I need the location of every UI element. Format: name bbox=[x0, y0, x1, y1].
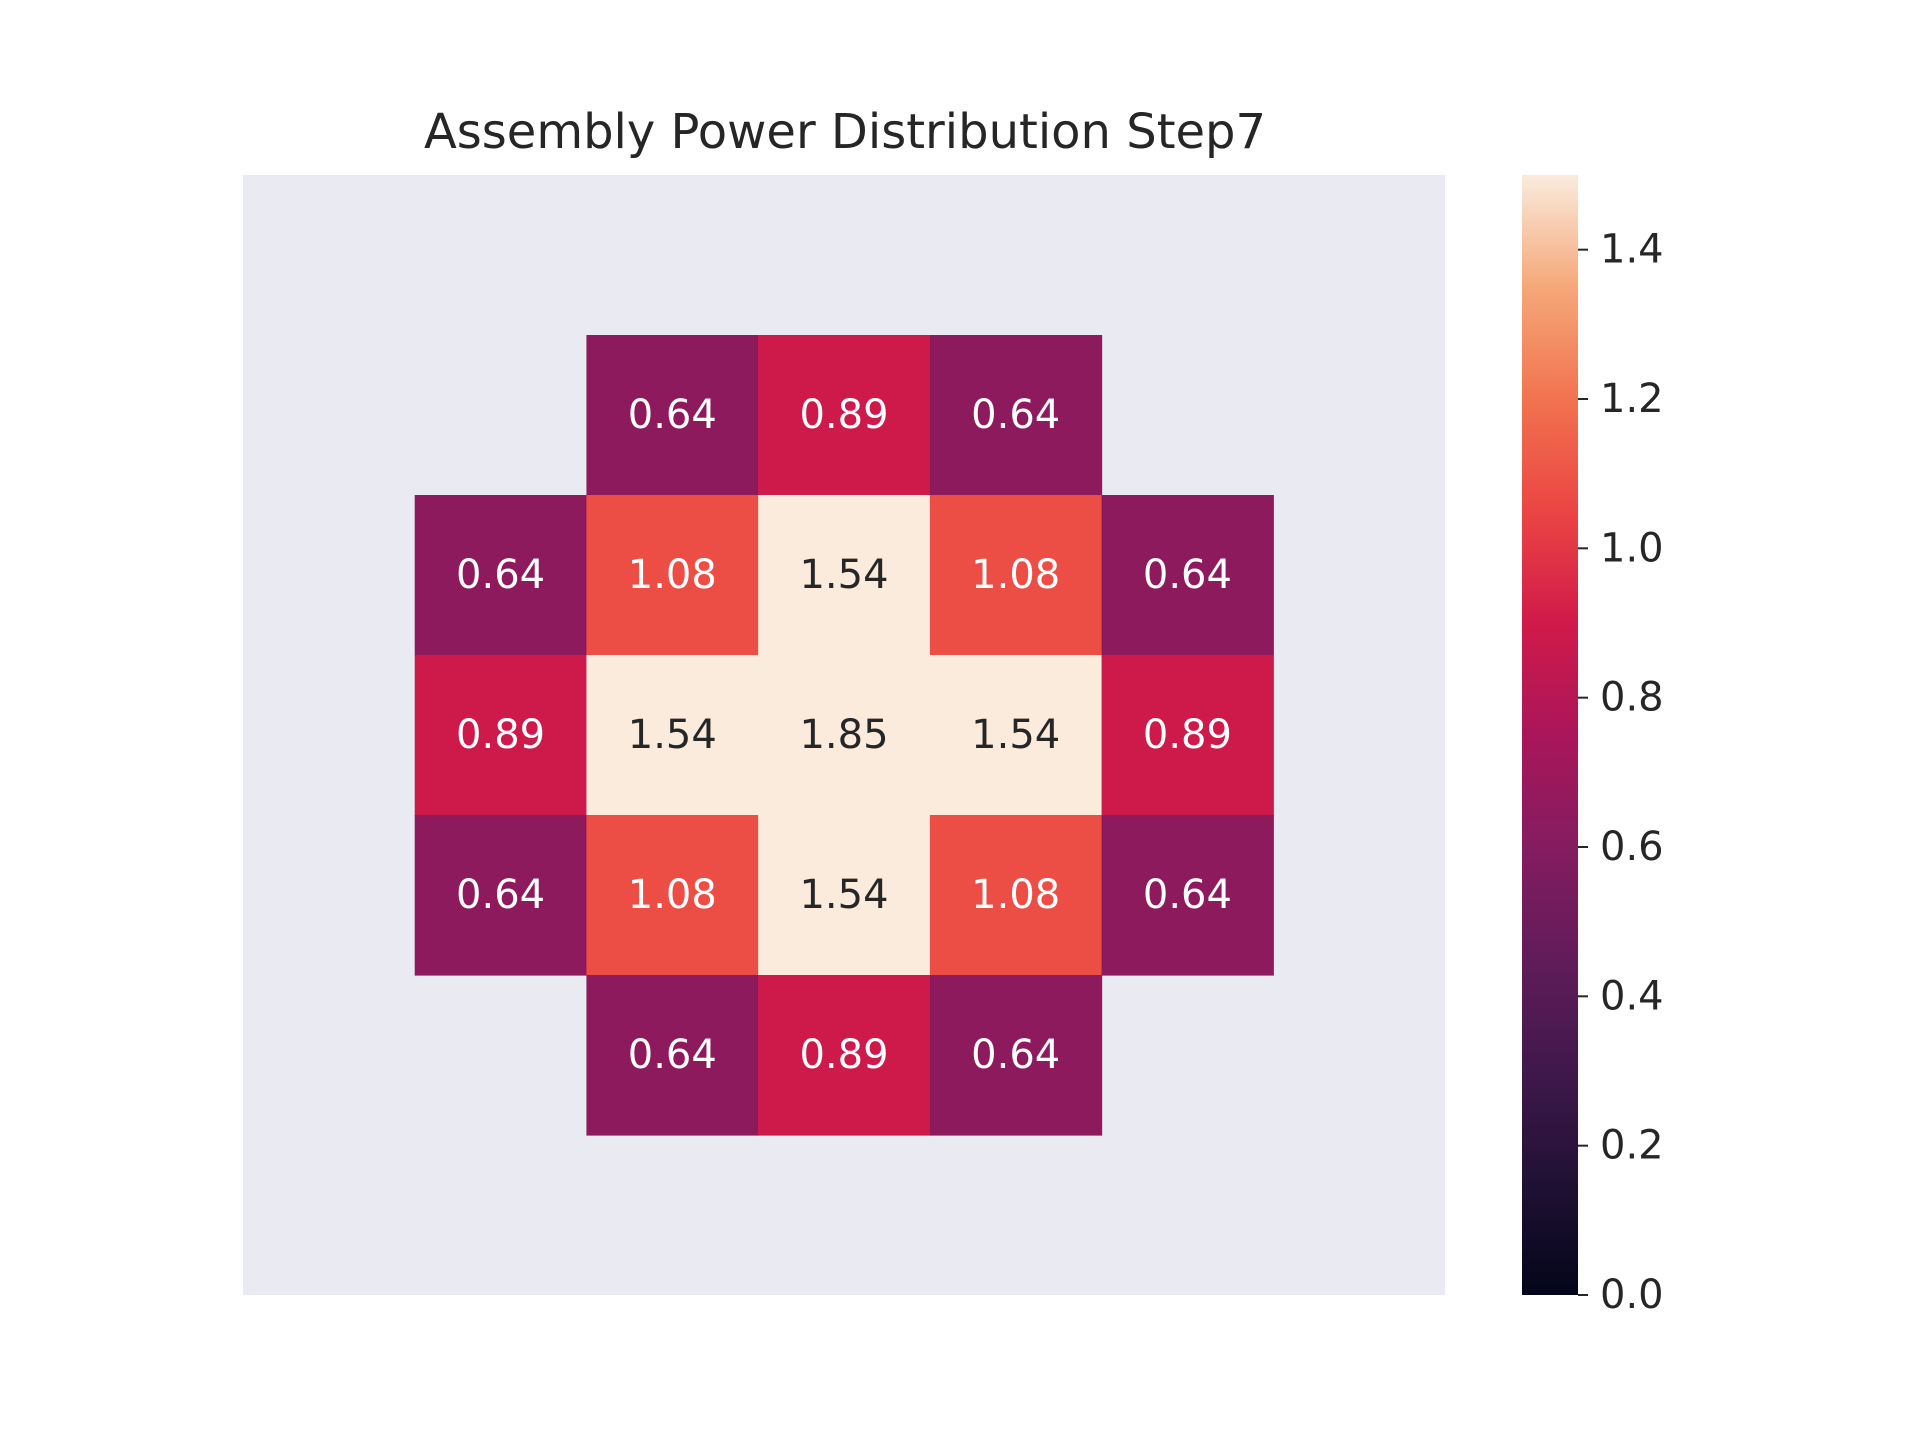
heatmap-cell-label: 0.64 bbox=[456, 552, 545, 598]
heatmap-cell-label: 1.08 bbox=[971, 552, 1060, 598]
colorbar-tick-label: 1.4 bbox=[1600, 227, 1664, 273]
heatmap-cell bbox=[586, 655, 759, 816]
colorbar-tick-label: 0.2 bbox=[1600, 1123, 1664, 1169]
heatmap-cell bbox=[758, 975, 931, 1136]
heatmap-cell-label: 1.54 bbox=[971, 712, 1060, 758]
heatmap-cell bbox=[1101, 495, 1274, 656]
heatmap-cell bbox=[586, 335, 759, 496]
heatmap-cell bbox=[586, 975, 759, 1136]
heatmap-cell-label: 0.64 bbox=[1143, 872, 1232, 918]
heatmap-cell-label: 0.64 bbox=[971, 392, 1060, 438]
heatmap-cell-label: 0.64 bbox=[456, 872, 545, 918]
colorbar-tick-label: 0.8 bbox=[1600, 675, 1664, 721]
heatmap-cell-label: 0.64 bbox=[1143, 552, 1232, 598]
colorbar-ticks: 0.0 0.2 0.4 0.6 0.8 1.0 1.2 1.4 bbox=[1578, 227, 1664, 1318]
heatmap-cell bbox=[1101, 655, 1274, 816]
colorbar-tick-label: 0.4 bbox=[1600, 973, 1664, 1019]
heatmap-cell-label: 0.89 bbox=[456, 712, 545, 758]
heatmap-cell bbox=[929, 815, 1103, 976]
heatmap-cell bbox=[586, 815, 759, 976]
heatmap-cell-label: 0.89 bbox=[799, 1032, 888, 1078]
heatmap-cell-label: 0.89 bbox=[1143, 712, 1232, 758]
heatmap-cell bbox=[1101, 815, 1274, 976]
heatmap-cell-label: 0.64 bbox=[628, 1032, 717, 1078]
heatmap-cell bbox=[758, 815, 931, 976]
heatmap-cell bbox=[929, 655, 1103, 816]
colorbar-tick-label: 1.0 bbox=[1600, 525, 1664, 571]
heatmap-cell bbox=[758, 655, 931, 816]
heatmap-cell-label: 1.54 bbox=[799, 872, 888, 918]
heatmap-cell-label: 0.89 bbox=[799, 392, 888, 438]
colorbar-tick-label: 0.6 bbox=[1600, 824, 1664, 870]
heatmap-cell-label: 1.54 bbox=[799, 552, 888, 598]
heatmap-cell bbox=[929, 495, 1103, 656]
heatmap-cells bbox=[414, 335, 1274, 1136]
colorbar-tick-label: 1.2 bbox=[1600, 376, 1664, 422]
heatmap-cell bbox=[414, 655, 588, 816]
heatmap-cell bbox=[758, 495, 931, 656]
heatmap-cell-label: 1.08 bbox=[971, 872, 1060, 918]
heatmap-cell-label: 1.08 bbox=[628, 872, 717, 918]
heatmap-cell-label: 1.54 bbox=[628, 712, 717, 758]
heatmap-cell bbox=[758, 335, 931, 496]
colorbar-tick-label: 0.0 bbox=[1600, 1272, 1664, 1318]
heatmap-cell bbox=[414, 815, 588, 976]
heatmap-cell-label: 0.64 bbox=[628, 392, 717, 438]
heatmap-cell bbox=[929, 335, 1103, 496]
heatmap-cell bbox=[414, 495, 588, 656]
heatmap-cell bbox=[929, 975, 1103, 1136]
heatmap-cell bbox=[586, 495, 759, 656]
heatmap-cell-label: 1.85 bbox=[799, 712, 888, 758]
heatmap-cell-label: 0.64 bbox=[971, 1032, 1060, 1078]
chart-title: Assembly Power Distribution Step7 bbox=[424, 104, 1266, 160]
heatmap-cell-label: 1.08 bbox=[628, 552, 717, 598]
colorbar bbox=[1522, 175, 1578, 1295]
heatmap-cell-labels: 0.64 0.89 0.64 0.64 1.08 1.54 1.08 0.64 0.89 1.54… bbox=[456, 392, 1232, 1078]
